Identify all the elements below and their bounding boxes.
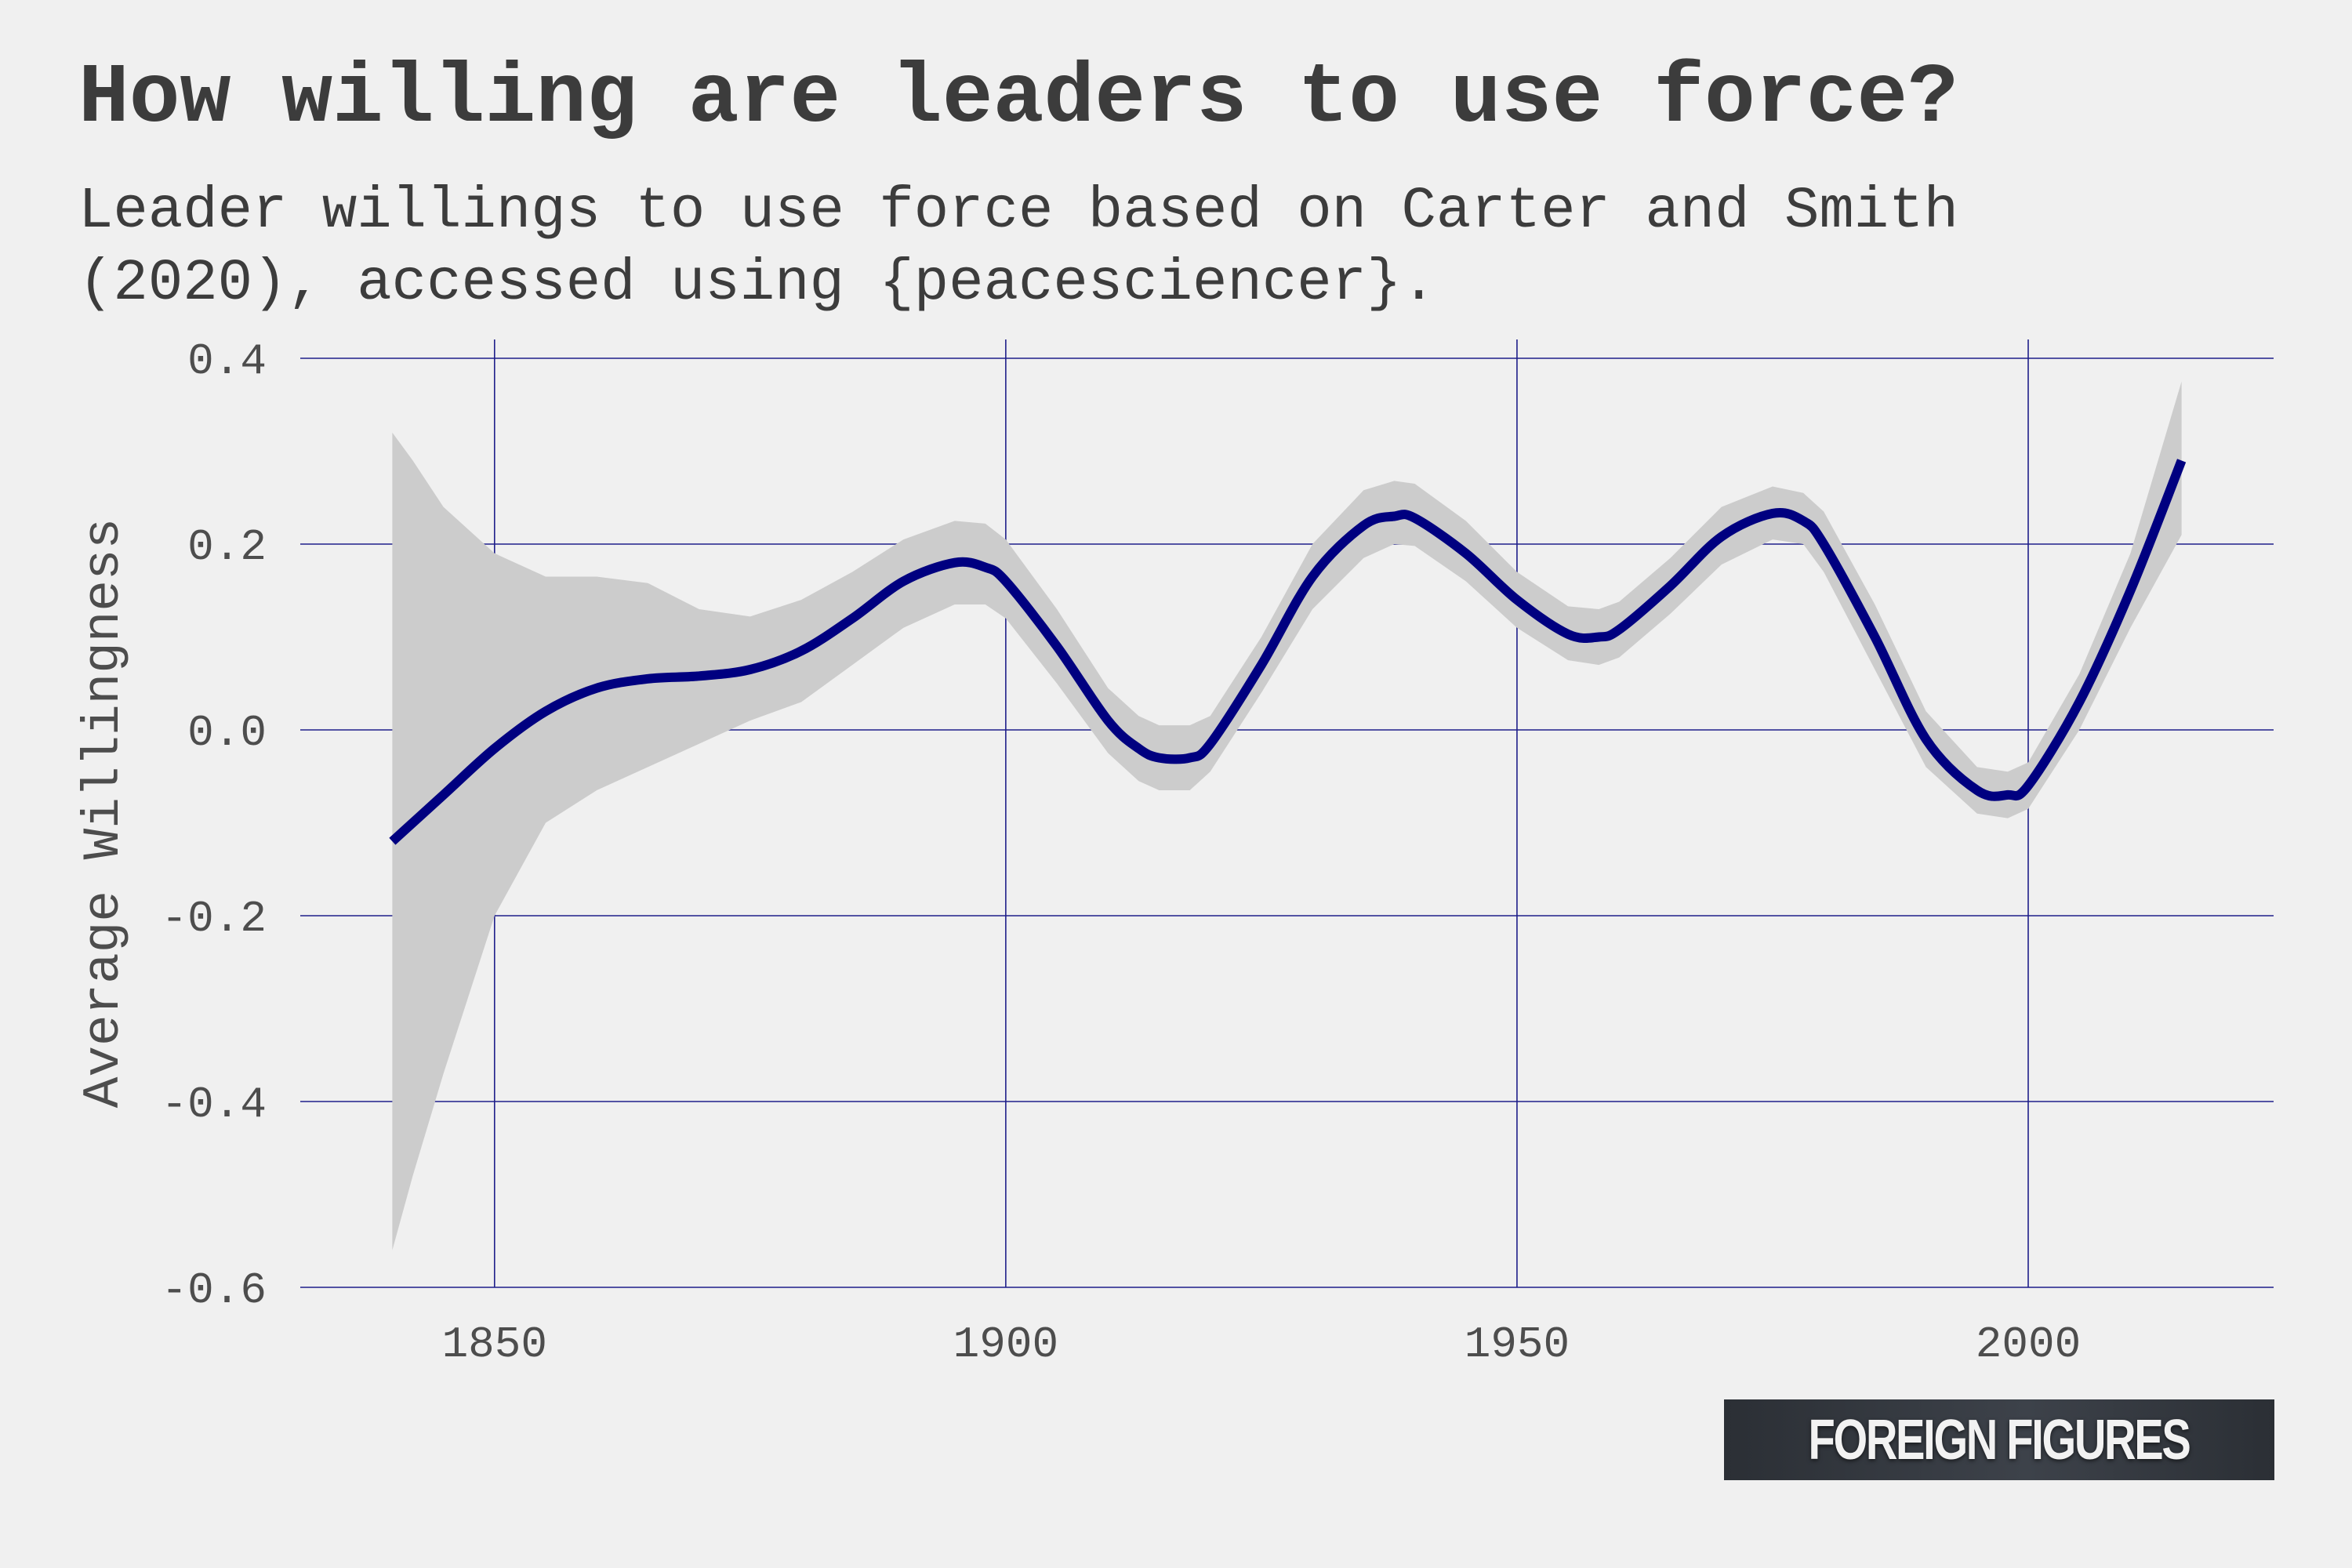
x-tick-label: 1900 — [953, 1319, 1058, 1370]
y-tick-label: -0.6 — [162, 1265, 267, 1316]
foreign-figures-logo: FOREIGN FIGURES — [1724, 1399, 2274, 1480]
average-willingness-line — [389, 459, 2187, 845]
y-tick-label: 0.4 — [187, 336, 267, 387]
y-axis-ticks: -0.6 -0.4 -0.2 0.0 0.2 0.4 — [162, 336, 267, 1316]
trend-line-layer — [389, 459, 2187, 845]
x-tick-label: 1950 — [1465, 1319, 1570, 1370]
chart-subtitle: Leader willings to use force based on Ca… — [78, 179, 1958, 317]
y-tick-label: 0.2 — [187, 522, 267, 572]
y-axis-title: Average Willingness — [74, 518, 133, 1109]
y-tick-label: -0.2 — [162, 894, 267, 944]
x-tick-label: 2000 — [1976, 1319, 2081, 1370]
confidence-band-layer — [392, 381, 2182, 1250]
logo-text: FOREIGN FIGURES — [1809, 1408, 2191, 1472]
confidence-band — [392, 381, 2182, 1250]
y-tick-label: -0.4 — [162, 1080, 267, 1130]
x-axis-ticks: 1850 1900 1950 2000 — [442, 1319, 2082, 1370]
x-tick-label: 1850 — [442, 1319, 547, 1370]
chart-title: How willing are leaders to use force? — [78, 51, 1958, 147]
y-tick-label: 0.0 — [187, 708, 267, 758]
